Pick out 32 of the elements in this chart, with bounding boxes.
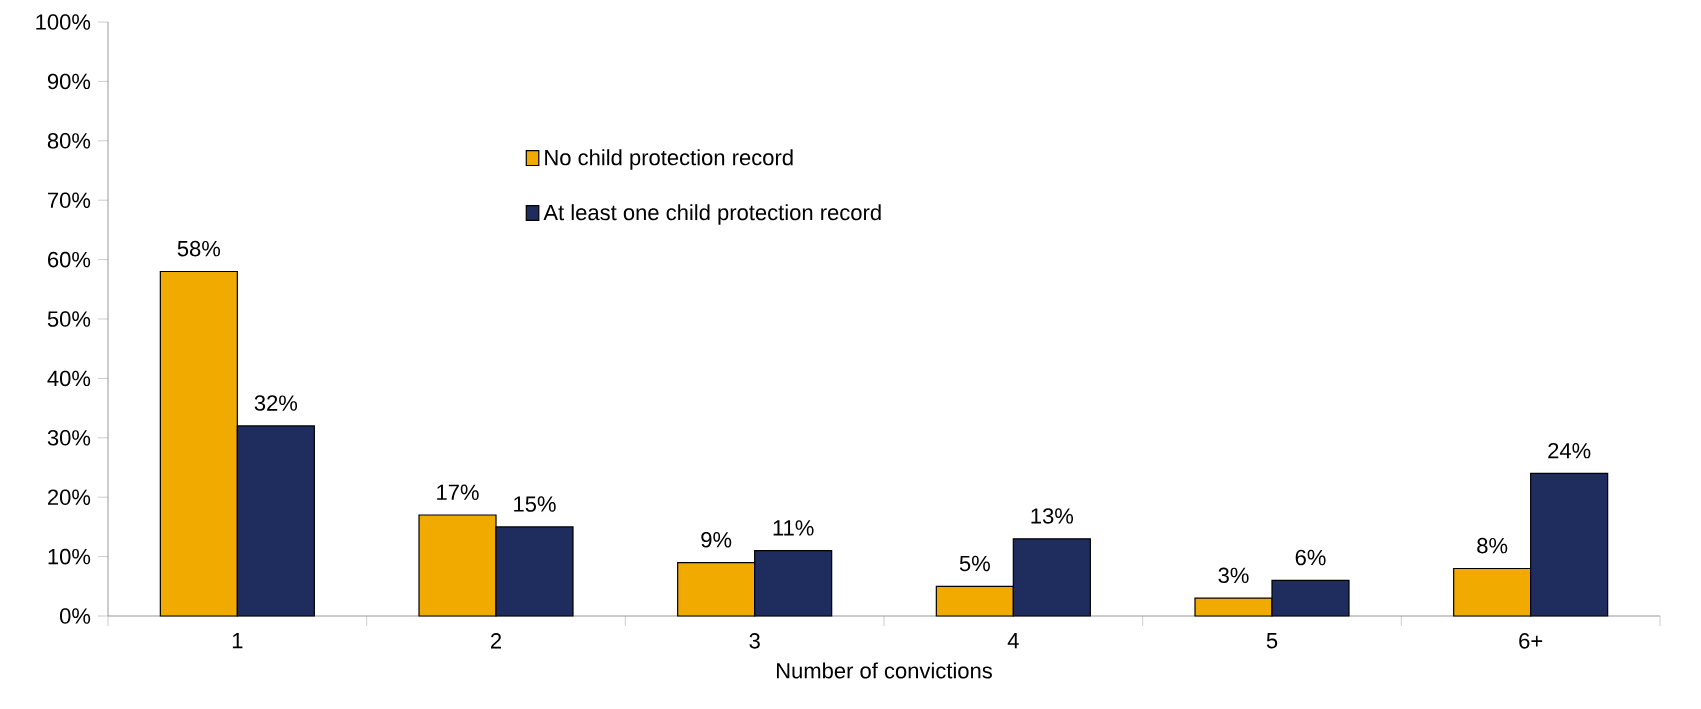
data-label: 17% [437, 484, 479, 500]
data-label: 5% [959, 555, 990, 572]
y-tick-label: 40% [47, 370, 91, 387]
x-tick-label: 3 [749, 633, 760, 649]
y-tick-label: 0% [59, 608, 91, 624]
data-label: 32% [254, 395, 298, 411]
y-tick-label: 90% [47, 73, 91, 90]
y-tick-label: 60% [48, 251, 91, 268]
data-label: 8% [1477, 537, 1508, 554]
legend-label: At least one child protection record [543, 204, 881, 225]
y-tick-label: 80% [47, 133, 91, 149]
x-tick-label: 4 [1007, 633, 1019, 649]
data-label: 58% [177, 240, 221, 257]
data-label: 15% [514, 496, 556, 512]
legend-label: No child protection record [545, 149, 793, 170]
x-axis-title: Number of convictions [777, 662, 992, 679]
x-tick-label: 2 [490, 633, 502, 649]
data-label: 24% [1548, 442, 1591, 459]
y-tick-label: 20% [48, 489, 91, 505]
x-tick-label: 1 [232, 633, 243, 649]
y-tick-label: 100% [36, 14, 91, 30]
y-tick-label: 50% [47, 311, 91, 327]
data-label: 6% [1295, 549, 1326, 566]
x-tick-label: 6+ [1519, 633, 1543, 649]
data-label: 11% [773, 520, 814, 536]
data-label: 13% [1031, 508, 1074, 524]
y-tick-label: 30% [47, 430, 91, 446]
data-label: 9% [701, 531, 732, 548]
y-tick-label: 10% [48, 548, 91, 565]
y-tick-label: 70% [48, 192, 91, 208]
data-label: 3% [1218, 567, 1249, 584]
x-tick-label: 5 [1266, 633, 1278, 649]
